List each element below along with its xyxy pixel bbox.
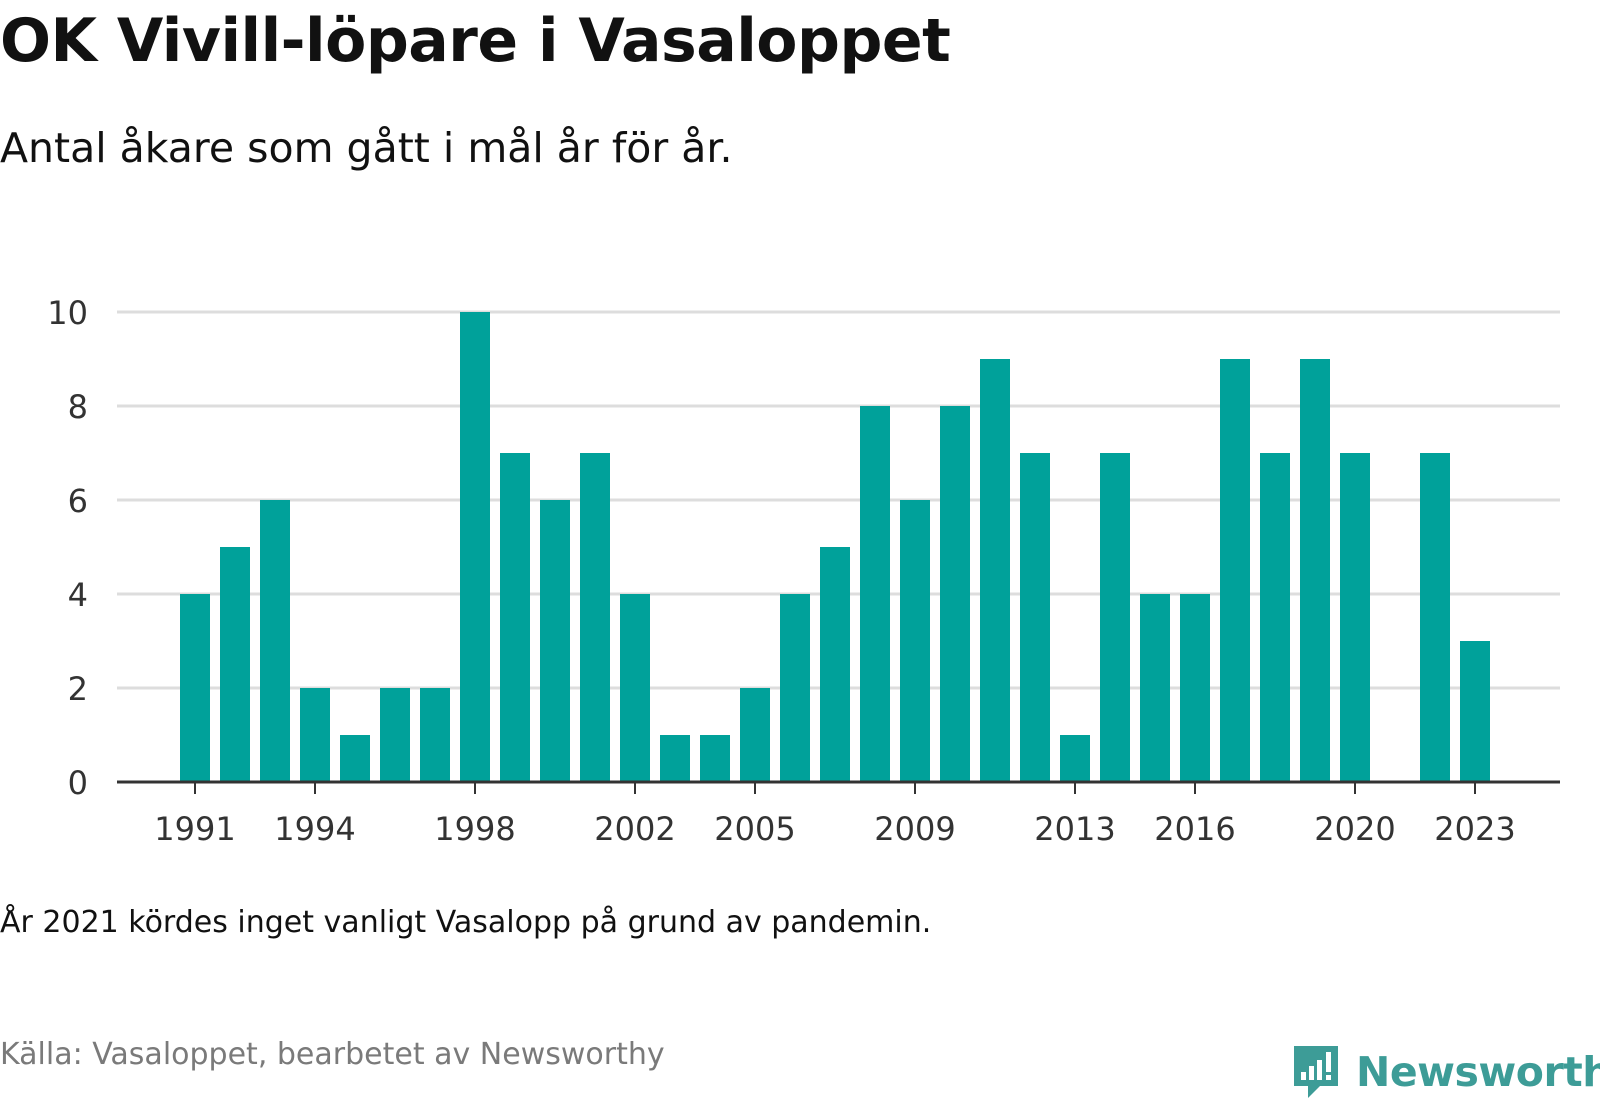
y-tick-label: 8: [68, 388, 88, 426]
bar-2020: [1340, 453, 1370, 782]
bar-2014: [1100, 453, 1130, 782]
y-tick-label: 4: [68, 576, 88, 614]
y-tick-label: 6: [68, 482, 88, 520]
bar-chart: 0 2 4 6 8 10 1991 1994 1998 2002 2005 2009 2013 2016 2…: [47, 294, 1560, 848]
source-credit: Källa: Vasaloppet, bearbetet av Newswort…: [0, 1037, 665, 1072]
bar-2008: [860, 406, 890, 782]
bar-2011: [980, 359, 1010, 782]
x-tick-label: 1994: [274, 810, 355, 848]
bar-2005: [740, 688, 770, 782]
bar-1998: [460, 312, 490, 782]
x-tick-label: 2009: [874, 810, 955, 848]
bar-2018: [1260, 453, 1290, 782]
bar-1995: [340, 735, 370, 782]
x-tick-label: 2023: [1434, 810, 1515, 848]
bar-2006: [780, 594, 810, 782]
newsworthy-chart-bubble-icon: [1294, 1046, 1338, 1098]
bar-2004: [700, 735, 730, 782]
x-tick-label: 1998: [434, 810, 515, 848]
bar-2016: [1180, 594, 1210, 782]
x-tick-label: 2013: [1034, 810, 1115, 848]
bar-1999: [500, 453, 530, 782]
bar-2015: [1140, 594, 1170, 782]
bar-2017: [1220, 359, 1250, 782]
bars: [180, 312, 1490, 782]
bar-2012: [1020, 453, 1050, 782]
x-tick-label: 1991: [154, 810, 235, 848]
bar-2019: [1300, 359, 1330, 782]
x-tick-label: 2005: [714, 810, 795, 848]
logo-wordmark: Newsworthy: [1356, 1048, 1600, 1096]
bar-2023: [1460, 641, 1490, 782]
bar-2013: [1060, 735, 1090, 782]
bar-2009: [900, 500, 930, 782]
bar-1994: [300, 688, 330, 782]
bar-1993: [260, 500, 290, 782]
chart-note: År 2021 kördes inget vanligt Vasalopp på…: [0, 905, 932, 940]
bar-1991: [180, 594, 210, 782]
x-tick-label: 2020: [1314, 810, 1395, 848]
bar-2007: [820, 547, 850, 782]
x-tick-label: 2016: [1154, 810, 1235, 848]
bar-1997: [420, 688, 450, 782]
y-tick-label: 2: [68, 670, 88, 708]
axes: 0 2 4 6 8 10 1991 1994 1998 2002 2005 2009 2013 2016 2…: [47, 294, 1560, 848]
newsworthy-logo: Newsworthy: [1290, 1042, 1600, 1102]
y-tick-label: 0: [68, 764, 88, 802]
y-tick-label: 10: [47, 294, 88, 332]
bar-2002: [620, 594, 650, 782]
bar-2003: [660, 735, 690, 782]
x-tick-label: 2002: [594, 810, 675, 848]
bar-1996: [380, 688, 410, 782]
chart-title: OK Vivill-löpare i Vasaloppet: [0, 6, 951, 76]
bar-2000: [540, 500, 570, 782]
bar-2010: [940, 406, 970, 782]
bar-1992: [220, 547, 250, 782]
bar-2001: [580, 453, 610, 782]
chart-subtitle: Antal åkare som gått i mål år för år.: [0, 124, 733, 172]
bar-2022: [1420, 453, 1450, 782]
